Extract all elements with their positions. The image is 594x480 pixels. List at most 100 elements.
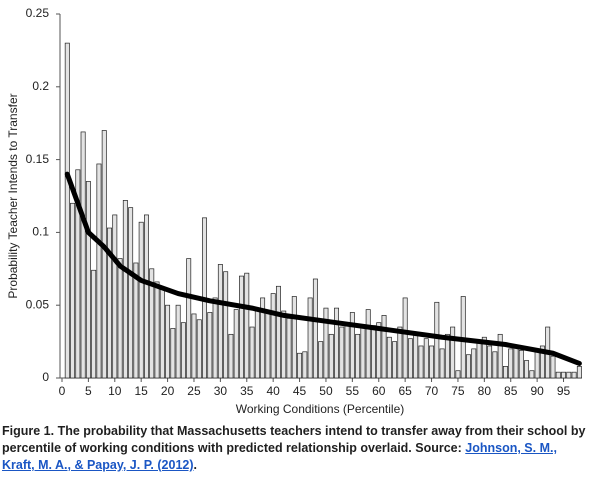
- bar: [244, 272, 250, 379]
- bar: [397, 326, 403, 379]
- x-tick-label: 90: [530, 384, 544, 398]
- bar: [70, 202, 76, 379]
- x-tick-label: 70: [425, 384, 439, 398]
- bar: [550, 355, 556, 379]
- bar: [534, 348, 540, 379]
- x-tick-label: 10: [108, 384, 122, 398]
- bar: [117, 258, 123, 379]
- bar: [223, 271, 229, 379]
- bar: [529, 370, 535, 379]
- bar: [476, 341, 482, 379]
- bar: [144, 214, 149, 379]
- bar: [212, 297, 218, 379]
- bar: [254, 307, 260, 379]
- bar: [497, 333, 503, 379]
- bar: [291, 296, 297, 379]
- bar: [571, 371, 577, 379]
- bar: [381, 315, 387, 379]
- bar: [376, 322, 382, 379]
- bar: [312, 278, 318, 379]
- bar: [450, 326, 456, 379]
- bar: [180, 322, 186, 379]
- bar: [360, 326, 366, 379]
- chart: Probability Teacher Intends to Transfer …: [6, 6, 582, 416]
- bar: [302, 351, 308, 379]
- bar: [85, 181, 91, 379]
- bar: [386, 336, 392, 379]
- x-tick-label: 95: [557, 384, 571, 398]
- bar: [344, 322, 350, 379]
- x-tick-label: 20: [161, 384, 175, 398]
- bar: [128, 207, 134, 379]
- fit-line: [64, 171, 582, 366]
- bar: [175, 304, 181, 379]
- bar: [149, 268, 155, 379]
- bar: [133, 262, 139, 379]
- bar: [217, 264, 223, 379]
- bar: [228, 333, 234, 379]
- x-tick-label: 30: [214, 384, 228, 398]
- bar: [64, 42, 70, 379]
- bar: [328, 333, 334, 379]
- bar: [91, 269, 97, 379]
- bar: [413, 333, 419, 379]
- bar: [339, 326, 345, 379]
- y-tick-label: 0.25: [26, 6, 50, 20]
- bar: [297, 352, 303, 379]
- x-tick-label: 40: [266, 384, 280, 398]
- bar: [481, 336, 487, 379]
- bar: [576, 366, 582, 379]
- bar: [423, 338, 429, 379]
- x-tick-label: 50: [319, 384, 333, 398]
- bar: [80, 131, 86, 379]
- bar: [502, 366, 508, 379]
- bar: [286, 317, 292, 379]
- bar: [159, 287, 165, 379]
- bar: [524, 360, 530, 379]
- bar: [487, 345, 493, 379]
- bar: [186, 258, 192, 379]
- x-tick-label: 75: [451, 384, 465, 398]
- x-tick-label: 15: [135, 384, 149, 398]
- bar: [566, 371, 572, 379]
- bar: [334, 307, 339, 379]
- x-tick-label: 65: [398, 384, 412, 398]
- y-tick-label: 0: [42, 370, 49, 384]
- bar: [207, 312, 213, 379]
- bar: [265, 312, 271, 379]
- y-tick-label: 0.1: [32, 225, 49, 239]
- citation-link[interactable]: Johnson, S. M., Kraft, M. A., & Papay, J…: [2, 441, 557, 472]
- bar: [233, 309, 239, 379]
- y-axis-title: Probability Teacher Intends to Transfer: [6, 93, 20, 298]
- bar: [429, 345, 435, 379]
- bar: [508, 348, 514, 379]
- bar: [270, 293, 276, 379]
- caption-text: Figure 1. The probability that Massachus…: [2, 424, 586, 455]
- x-tick-label: 0: [59, 384, 66, 398]
- bar: [281, 310, 287, 379]
- bar: [349, 312, 355, 379]
- bar: [275, 285, 281, 379]
- y-tick-label: 0.15: [26, 152, 50, 166]
- bar: [170, 328, 176, 379]
- bar: [112, 214, 118, 379]
- bar: [539, 345, 545, 379]
- bar: [444, 333, 450, 379]
- bar: [455, 370, 461, 379]
- bar: [471, 348, 477, 379]
- bar: [555, 371, 561, 379]
- x-tick-label: 35: [240, 384, 254, 398]
- bar: [75, 169, 81, 379]
- bar: [323, 307, 329, 379]
- bar: [154, 281, 160, 379]
- bar: [434, 301, 440, 379]
- bar: [122, 200, 128, 379]
- bar: [561, 371, 566, 379]
- caption-end: .: [193, 458, 197, 472]
- caption: Figure 1. The probability that Massachus…: [2, 423, 590, 474]
- bar: [439, 348, 445, 379]
- y-tick-label: 0.2: [32, 79, 49, 93]
- bar: [318, 341, 324, 379]
- bar: [107, 227, 112, 379]
